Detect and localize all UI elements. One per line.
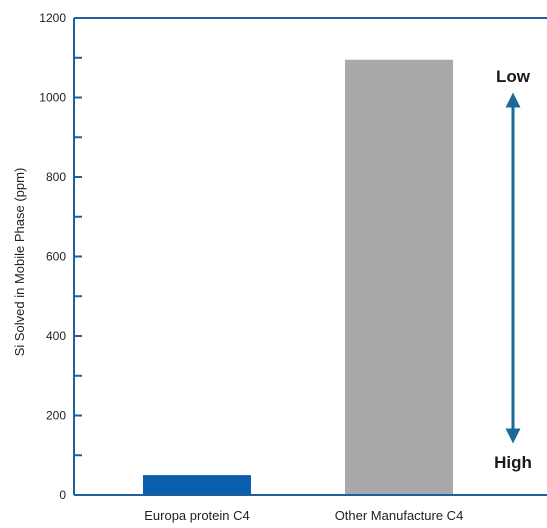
axes-layer [73, 17, 547, 496]
low-label: Low [496, 67, 531, 86]
bar-1 [143, 475, 251, 495]
y-tick-label: 600 [46, 250, 66, 264]
bar-2 [345, 59, 453, 496]
direction-annotation: Low High [494, 67, 532, 472]
y-tick-label: 1000 [39, 91, 66, 105]
y-tick-label: 200 [46, 409, 66, 423]
y-tick-label: 800 [46, 170, 66, 184]
category-labels-layer: Europa protein C4 Other Manufacture C4 [144, 508, 463, 523]
y-axis-title: Si Solved in Mobile Phase (ppm) [12, 168, 27, 357]
high-label: High [494, 453, 532, 472]
y-tick-label: 400 [46, 329, 66, 343]
y-ticks-layer: 0 200 400 600 800 1000 1200 [39, 11, 82, 502]
x-category-label: Europa protein C4 [144, 508, 250, 523]
x-category-label: Other Manufacture C4 [335, 508, 464, 523]
bars-layer [143, 59, 453, 496]
y-tick-label: 0 [59, 488, 66, 502]
y-tick-label: 1200 [39, 11, 66, 25]
